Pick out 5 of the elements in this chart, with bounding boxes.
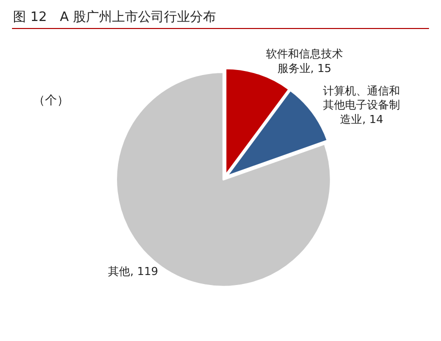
- slice-label: 软件和信息技术服务业, 15: [266, 48, 343, 75]
- chart-title: 图 12 A 股广州上市公司行业分布: [13, 10, 216, 26]
- slice-label: 其他, 119: [108, 264, 158, 278]
- text: （个）: [33, 93, 69, 107]
- slice-label: 计算机、通信和其他电子设备制造业, 14: [323, 84, 400, 126]
